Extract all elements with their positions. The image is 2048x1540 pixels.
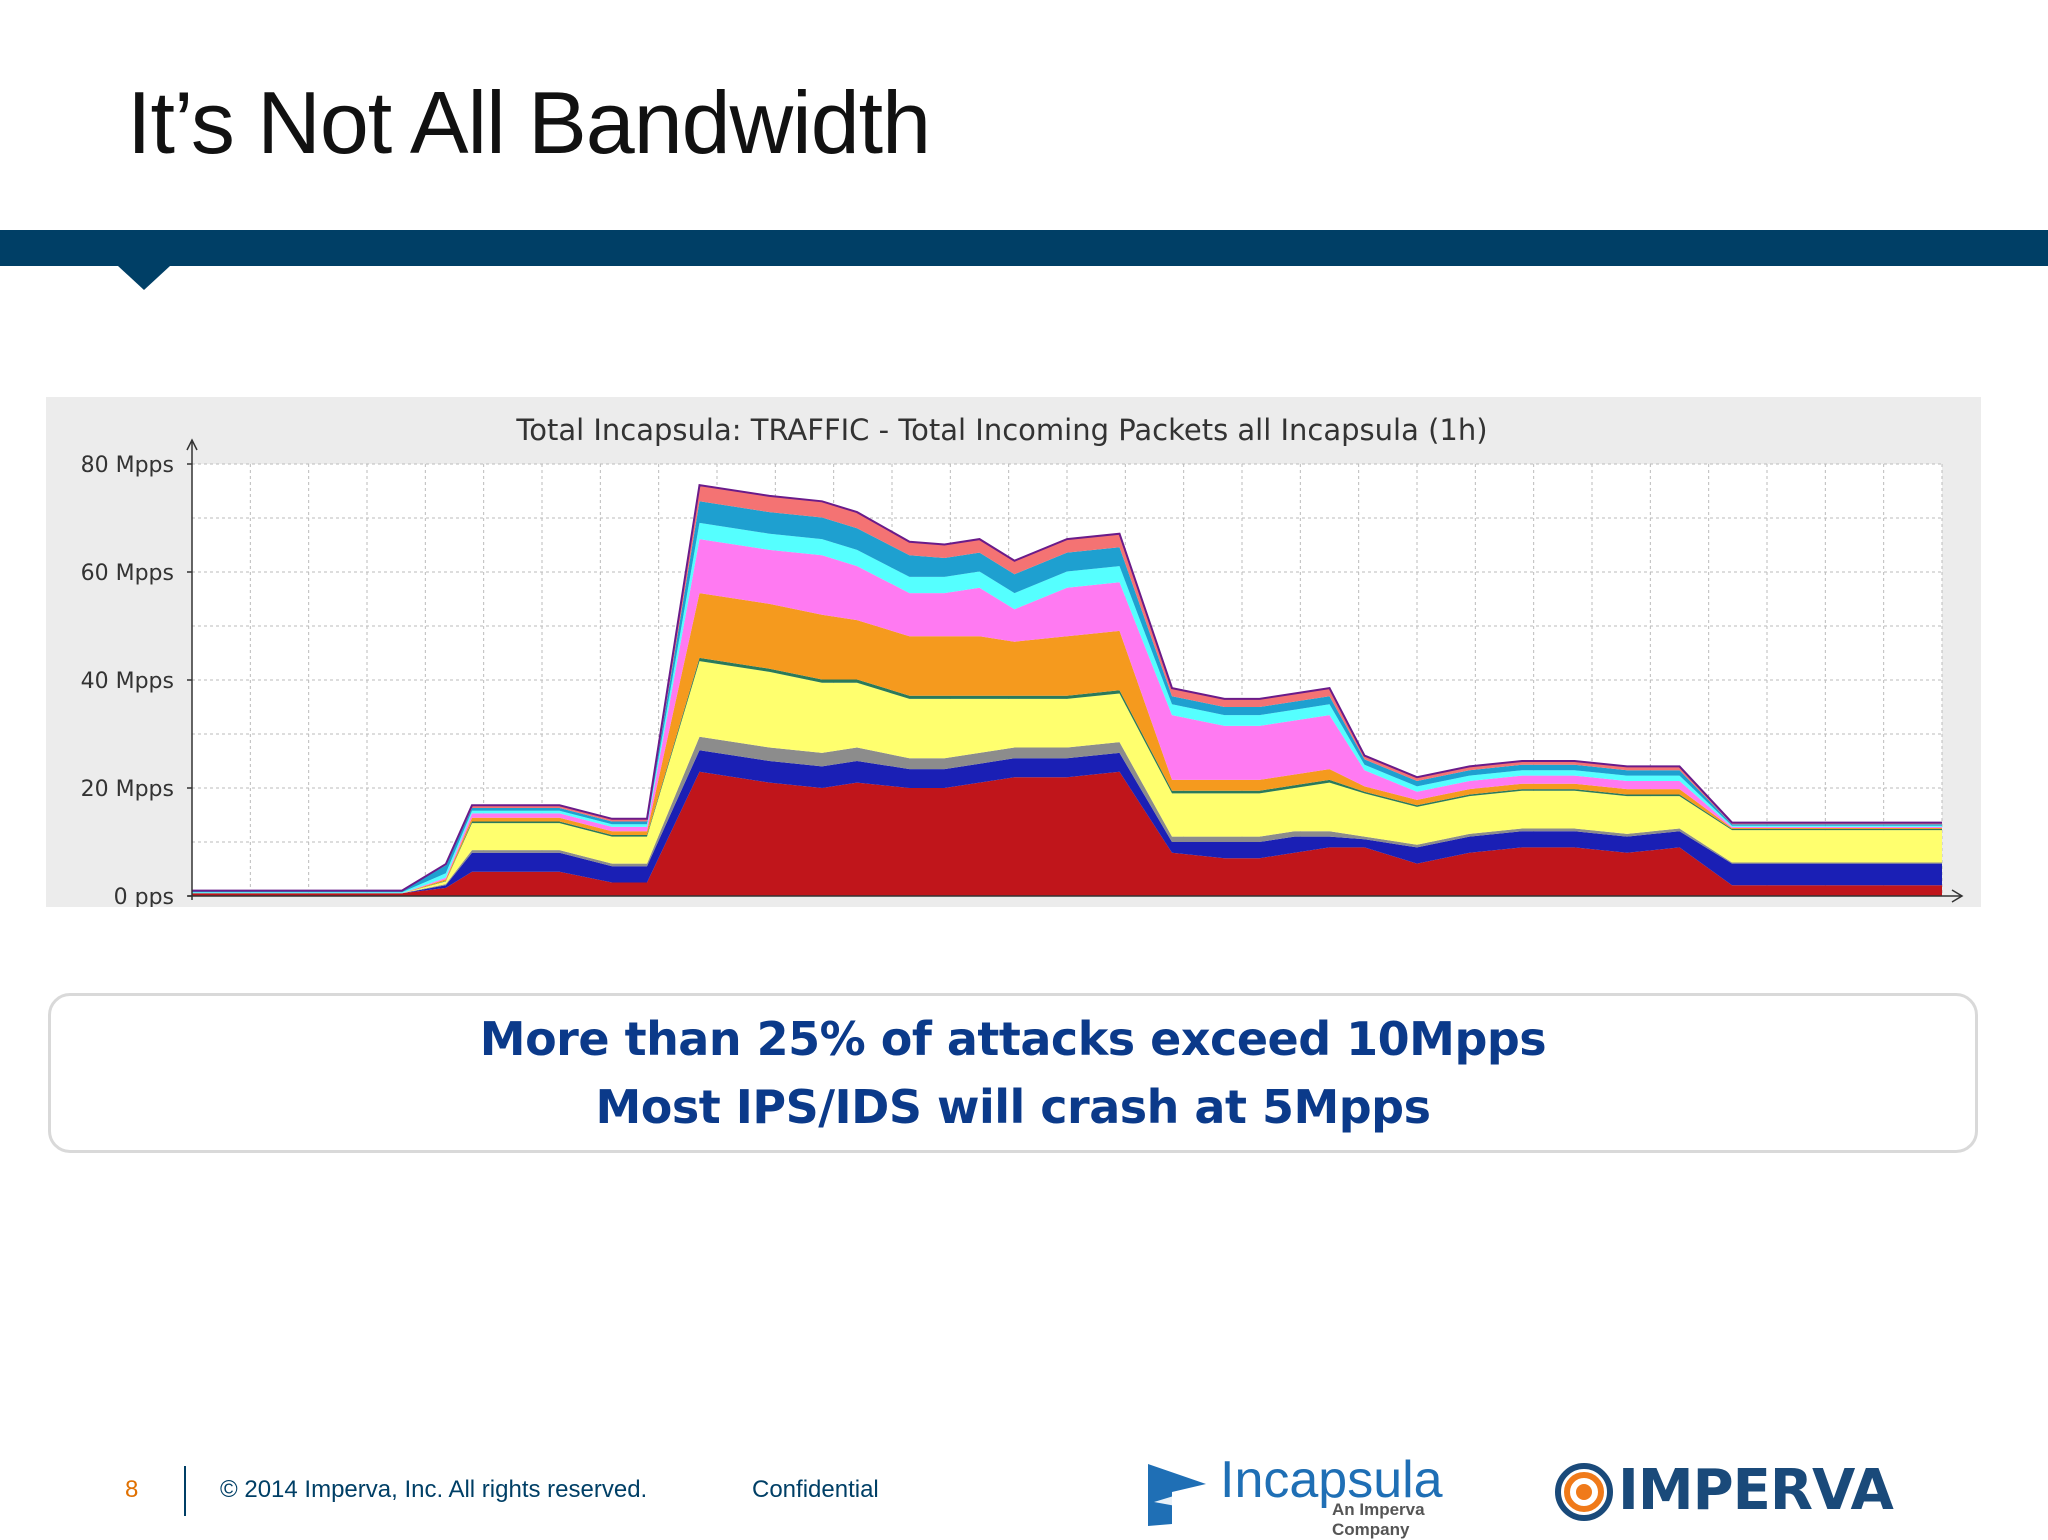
incapsula-wordmark: Incapsula xyxy=(1220,1451,1443,1509)
copyright-text: © 2014 Imperva, Inc. All rights reserved… xyxy=(220,1476,648,1503)
chart-areas xyxy=(192,483,1942,896)
y-tick-label: 0 pps xyxy=(114,885,174,907)
incapsula-logo: Incapsula An Imperva Company xyxy=(1146,1451,1506,1539)
callout-line-1: More than 25% of attacks exceed 10Mpps xyxy=(479,1012,1547,1066)
total-outline xyxy=(192,483,1942,892)
imperva-ring-icon xyxy=(1555,1463,1613,1521)
imperva-wordmark: IMPERVA xyxy=(1618,1458,1894,1523)
y-axis-arrow xyxy=(186,438,198,451)
series-area-4 xyxy=(192,661,1942,894)
series-area-2 xyxy=(192,750,1942,894)
chart-axes: 0 pps 20 Mpps 40 Mpps 60 Mpps 80 Mpps xyxy=(81,438,1964,907)
footer: 8 © 2014 Imperva, Inc. All rights reserv… xyxy=(0,1451,2048,1539)
footer-divider xyxy=(184,1466,186,1516)
series-area-1 xyxy=(192,771,1942,896)
y-tick-label: 40 Mpps xyxy=(81,669,174,694)
callout-line-2: Most IPS/IDS will crash at 5Mpps xyxy=(595,1080,1431,1134)
y-tick-label: 80 Mpps xyxy=(81,453,174,478)
confidential-label: Confidential xyxy=(752,1476,879,1503)
series-area-6 xyxy=(192,593,1942,894)
chart-panel: Total Incapsula: TRAFFIC - Total Incomin… xyxy=(46,397,1981,907)
incapsula-arrow-icon xyxy=(1148,1464,1206,1526)
y-tick-label: 20 Mpps xyxy=(81,777,174,802)
y-tick-label: 60 Mpps xyxy=(81,561,174,586)
series-area-7 xyxy=(192,539,1942,894)
callout-box: More than 25% of attacks exceed 10Mpps M… xyxy=(48,993,1978,1153)
page-number: 8 xyxy=(125,1476,139,1503)
imperva-logo: IMPERVA xyxy=(1554,1458,1924,1528)
traffic-chart: Total Incapsula: TRAFFIC - Total Incomin… xyxy=(81,413,1964,907)
header-bar xyxy=(0,230,2048,266)
chart-title: Total Incapsula: TRAFFIC - Total Incomin… xyxy=(515,413,1487,447)
incapsula-tagline: An Imperva Company xyxy=(1332,1500,1425,1539)
slide-title: It’s Not All Bandwidth xyxy=(127,73,931,172)
header-notch xyxy=(118,266,170,290)
x-axis-arrow xyxy=(1951,889,1964,903)
